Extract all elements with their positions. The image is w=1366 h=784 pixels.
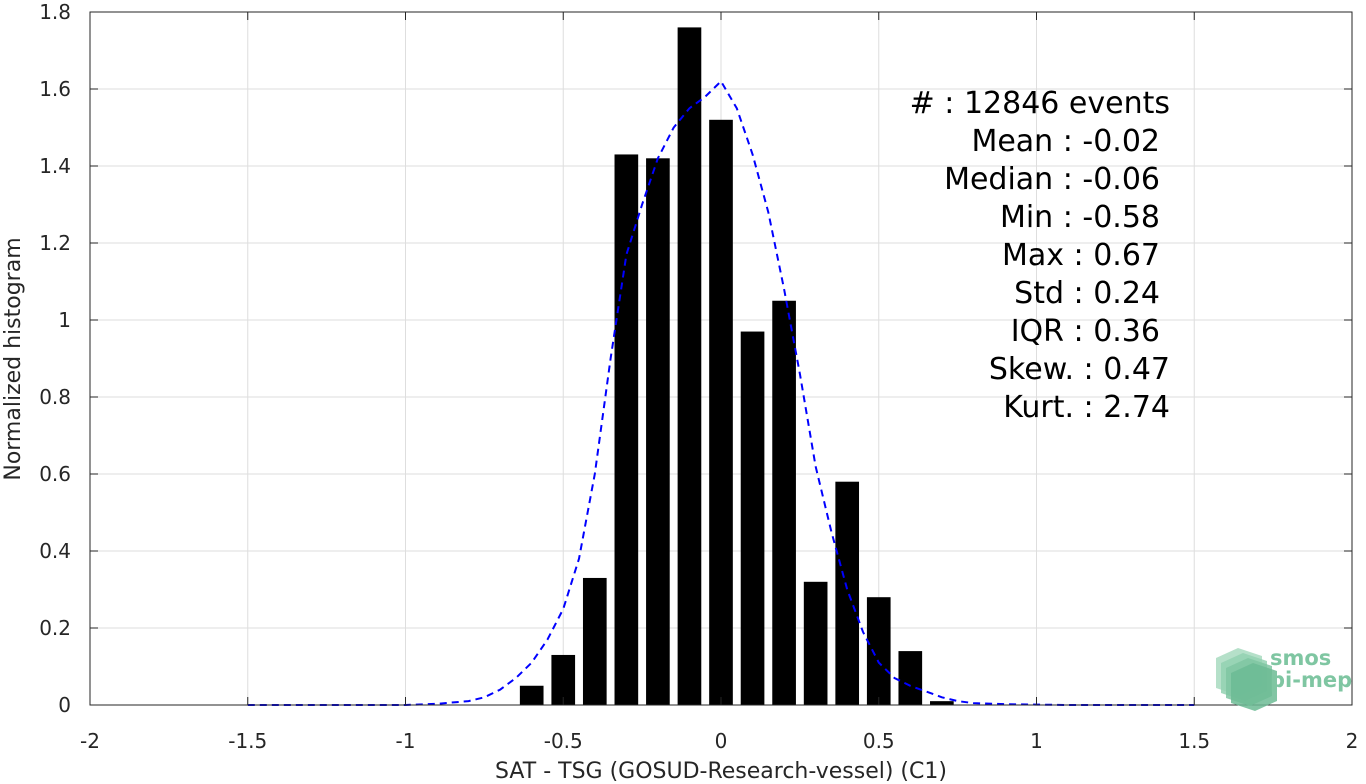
- stat-line: Max : 0.67: [1002, 238, 1160, 273]
- fit-curve: [247, 79, 1195, 706]
- y-tick-labels: 0 0.2 0.4 0.6 0.8 1 1.2 1.4 1.6 1.8: [39, 0, 71, 717]
- stat-line: Kurt. : 2.74: [1003, 390, 1170, 425]
- y-axis-label: Normalized histogram: [1, 237, 26, 480]
- histogram-bar: [803, 581, 828, 705]
- x-tick-label: -1.5: [228, 729, 267, 753]
- y-tick-label: 0.8: [39, 385, 71, 409]
- stat-line: IQR : 0.36: [1011, 314, 1160, 349]
- histogram-bar: [646, 158, 670, 706]
- stat-line: Std : 0.24: [1014, 276, 1160, 311]
- y-tick-label: 0.6: [39, 462, 71, 486]
- histogram-bar: [551, 654, 576, 705]
- stat-line: Skew. : 0.47: [989, 352, 1170, 387]
- y-tick-label: 1.4: [39, 154, 71, 178]
- histogram-bar: [772, 300, 796, 705]
- x-axis-label: SAT - TSG (GOSUD-Research-vessel) (C1): [495, 759, 947, 784]
- histogram-bars: [519, 27, 954, 706]
- x-tick-label: -2: [80, 729, 100, 753]
- histogram-bar: [519, 685, 544, 705]
- x-tick-labels: -2 -1.5 -1 -0.5 0 0.5 1 1.5 2: [80, 729, 1358, 753]
- x-tick-label: -1: [396, 729, 416, 753]
- histogram-bar: [930, 701, 954, 705]
- histogram-bar: [677, 27, 702, 705]
- histogram-bar: [835, 481, 860, 705]
- stat-line: Min : -0.58: [1000, 200, 1160, 235]
- x-tick-label: -0.5: [544, 729, 583, 753]
- histogram-bar: [898, 651, 923, 705]
- histogram-bar: [709, 119, 733, 706]
- logo-layer-shape: [1231, 663, 1277, 711]
- histogram-bar: [582, 577, 607, 705]
- y-tick-label: 0.2: [39, 616, 71, 640]
- histogram-bar: [866, 597, 891, 705]
- stat-line: # : 12846 events: [910, 86, 1170, 121]
- x-tick-label: 1.5: [1178, 729, 1210, 753]
- histogram-bar: [614, 154, 639, 705]
- x-tick-label: 0: [715, 729, 728, 753]
- y-tick-label: 1: [58, 308, 71, 332]
- logo-text-pi-mep: pi-mep: [1270, 668, 1352, 692]
- histogram-bar: [740, 331, 765, 705]
- y-tick-label: 1.2: [39, 231, 71, 255]
- x-tick-label: 1: [1030, 729, 1043, 753]
- stat-line: Median : -0.06: [944, 162, 1160, 197]
- x-tick-label: 2: [1346, 729, 1359, 753]
- y-tick-label: 0: [58, 693, 71, 717]
- axes: [89, 11, 1353, 706]
- y-tick-label: 0.4: [39, 539, 71, 563]
- y-tick-label: 1.8: [39, 0, 71, 24]
- stat-line: Mean : -0.02: [971, 124, 1160, 159]
- y-tick-label: 1.6: [39, 77, 71, 101]
- logo-text-smos: smos: [1270, 646, 1331, 670]
- x-tick-label: 0.5: [863, 729, 895, 753]
